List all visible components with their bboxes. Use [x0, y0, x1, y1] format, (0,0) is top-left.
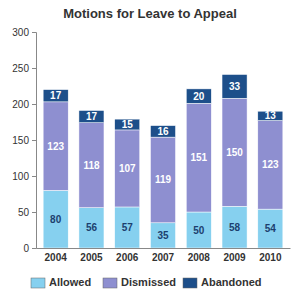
tick-mark [32, 68, 36, 69]
tick-label: 250 [12, 63, 29, 74]
tick: 2009 [223, 252, 246, 263]
tick: 300 [12, 27, 36, 38]
tick-label: 50 [18, 207, 30, 218]
tick-mark [32, 176, 36, 177]
legend-label: Allowed [49, 276, 91, 288]
chart: Motions for Leave to Appeal 80 56 57 35 50 58 5… [0, 0, 300, 300]
tick: 150 [12, 135, 36, 146]
data-label: 13 [265, 110, 277, 121]
axis-line [37, 248, 291, 249]
bar-segment [115, 130, 140, 207]
tick-mark [32, 32, 36, 33]
bars [43, 74, 283, 248]
data-label: 123 [262, 159, 279, 170]
tick: 2005 [80, 252, 103, 263]
data-label: 15 [122, 119, 134, 130]
x-axis: 2004 2005 2006 2007 2008 2009 2010 [37, 249, 291, 264]
data-label: 16 [157, 126, 169, 137]
data-label: 107 [119, 163, 136, 174]
legend: Allowed Dismissed Abandoned [31, 276, 262, 288]
tick: 50 [18, 207, 36, 218]
bar-segment [79, 208, 104, 248]
bar-segment [79, 110, 104, 122]
tick-mark [32, 104, 36, 105]
legend-swatch [183, 278, 197, 288]
tick: 2008 [188, 252, 211, 263]
data-label: 119 [155, 174, 172, 185]
tick-label: 150 [12, 135, 29, 146]
bar-segment [186, 89, 211, 103]
legend-item: Allowed [31, 276, 91, 288]
tick-label: 2004 [45, 252, 68, 263]
bar-segment [150, 126, 175, 138]
tick-label: 2010 [259, 252, 282, 263]
tick-mark [32, 212, 36, 213]
legend-swatch [31, 278, 45, 288]
bar-segment [43, 102, 68, 191]
bar-segment [258, 209, 283, 248]
bar-segment [222, 206, 247, 248]
data-label: 123 [47, 141, 64, 152]
tick-label: 200 [12, 99, 29, 110]
tick-label: 100 [12, 171, 29, 182]
bar-segment [222, 98, 247, 206]
bar-segment [79, 123, 104, 208]
bar-segment [43, 190, 68, 248]
tick-mark [32, 248, 36, 249]
tick: 2006 [116, 252, 139, 263]
tick: 200 [12, 99, 36, 110]
data-label: 57 [122, 222, 134, 233]
bar-segment [150, 223, 175, 248]
tick: 0 [23, 243, 36, 254]
data-label: 150 [226, 147, 243, 158]
data-labels: 80 56 57 35 50 58 54 123 118 107 119 151 150 123 17 17 1… [47, 81, 279, 241]
bar-segment [115, 207, 140, 248]
data-label: 118 [83, 160, 100, 171]
data-label: 50 [193, 225, 205, 236]
tick-label: 2006 [116, 252, 139, 263]
legend-label: Abandoned [201, 276, 262, 288]
bar-segment [43, 90, 68, 102]
bar-segment [258, 121, 283, 210]
tick-mark [32, 140, 36, 141]
tick: 250 [12, 63, 36, 74]
legend-item: Abandoned [183, 276, 262, 288]
legend-label: Dismissed [121, 276, 176, 288]
data-label: 17 [86, 111, 98, 122]
tick-label: 2008 [188, 252, 211, 263]
bar-segment [258, 111, 283, 120]
legend-item: Dismissed [103, 276, 176, 288]
bar-segment [115, 119, 140, 130]
title: Motions for Leave to Appeal [63, 6, 237, 21]
bar-segment [222, 74, 247, 98]
bar-segment [186, 103, 211, 212]
tick: 2010 [259, 252, 282, 263]
data-label: 56 [86, 222, 98, 233]
data-label: 54 [265, 223, 277, 234]
bar-segment [150, 137, 175, 223]
legend-swatch [103, 278, 117, 288]
bar-segment [186, 212, 211, 248]
tick-label: 2009 [223, 252, 246, 263]
axis-line [32, 33, 37, 249]
data-label: 33 [229, 81, 241, 92]
tick-label: 0 [23, 243, 29, 254]
data-label: 35 [157, 230, 169, 241]
tick: 2007 [152, 252, 175, 263]
tick: 2004 [45, 252, 68, 263]
data-label: 151 [190, 152, 207, 163]
data-label: 80 [50, 214, 62, 225]
tick-label: 300 [12, 27, 29, 38]
data-label: 17 [50, 90, 62, 101]
data-label: 58 [229, 222, 241, 233]
data-label: 20 [193, 91, 205, 102]
tick: 100 [12, 171, 36, 182]
y-axis: 0 50 100 150 200 250 300 [12, 27, 36, 254]
plot: 8056573550585412311810711915115012317171… [12, 27, 290, 263]
tick-label: 2007 [152, 252, 175, 263]
tick-label: 2005 [80, 252, 103, 263]
